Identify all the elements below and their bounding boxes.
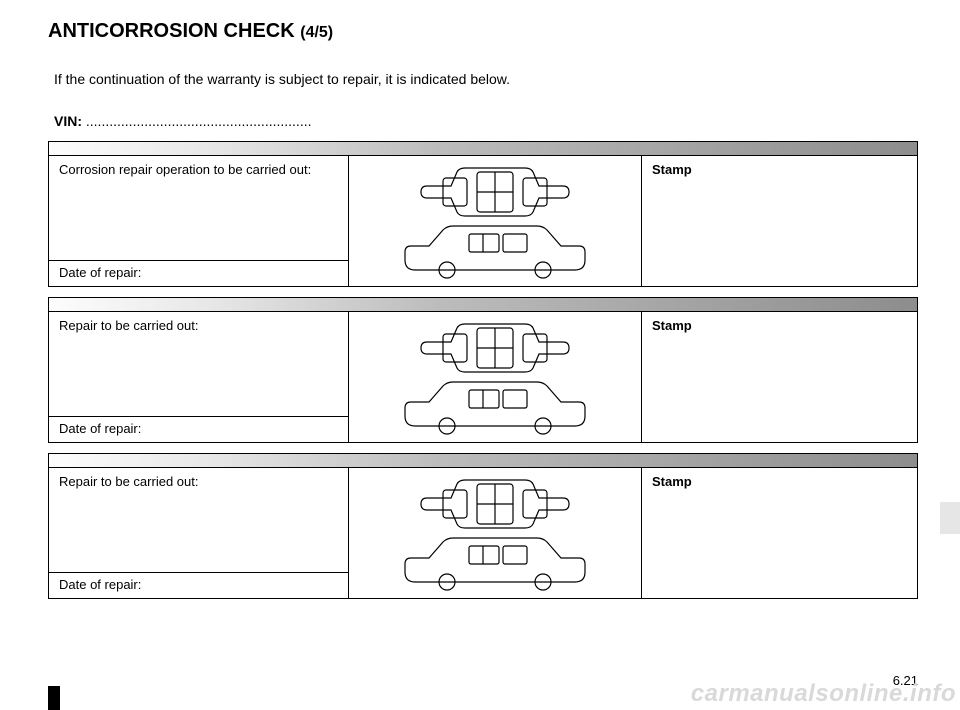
diagram-cell [349, 156, 641, 286]
gradient-bar [49, 454, 917, 468]
stamp-label: Stamp [652, 474, 692, 489]
page: ANTICORROSION CHECK (4/5) If the continu… [0, 0, 960, 710]
left-cell: Corrosion repair operation to be carried… [49, 156, 349, 286]
check-section: Corrosion repair operation to be carried… [48, 141, 918, 287]
car-diagram-icon [385, 318, 605, 436]
car-diagram-icon [385, 474, 605, 592]
left-cell: Repair to be carried out: Date of repair… [49, 468, 349, 598]
left-cell: Repair to be carried out: Date of repair… [49, 312, 349, 442]
date-label: Date of repair: [49, 260, 348, 286]
diagram-cell [349, 468, 641, 598]
section-row: Repair to be carried out: Date of repair… [49, 468, 917, 598]
stamp-label: Stamp [652, 162, 692, 177]
car-diagram-icon [385, 162, 605, 280]
intro-text: If the continuation of the warranty is s… [54, 71, 918, 87]
watermark-text: carmanualsonline.info [691, 680, 956, 708]
stamp-label: Stamp [652, 318, 692, 333]
stamp-cell: Stamp [641, 468, 917, 598]
date-label: Date of repair: [49, 572, 348, 598]
stamp-cell: Stamp [641, 156, 917, 286]
check-section: Repair to be carried out: Date of repair… [48, 453, 918, 599]
operation-label: Repair to be carried out: [49, 468, 348, 572]
gradient-bar [49, 142, 917, 156]
vin-dots: ........................................… [82, 113, 312, 129]
operation-label: Corrosion repair operation to be carried… [49, 156, 348, 260]
operation-label: Repair to be carried out: [49, 312, 348, 416]
check-section: Repair to be carried out: Date of repair… [48, 297, 918, 443]
section-row: Corrosion repair operation to be carried… [49, 156, 917, 286]
title-main: ANTICORROSION CHECK [48, 20, 295, 42]
title-part: (4/5) [300, 24, 333, 41]
gradient-bar [49, 298, 917, 312]
footer-marker [48, 686, 60, 710]
vin-label: VIN: [54, 113, 82, 129]
vin-line: VIN: ...................................… [54, 113, 918, 129]
date-label: Date of repair: [49, 416, 348, 442]
diagram-cell [349, 312, 641, 442]
stamp-cell: Stamp [641, 312, 917, 442]
side-tab [940, 502, 960, 534]
page-title: ANTICORROSION CHECK (4/5) [48, 20, 918, 43]
section-row: Repair to be carried out: Date of repair… [49, 312, 917, 442]
